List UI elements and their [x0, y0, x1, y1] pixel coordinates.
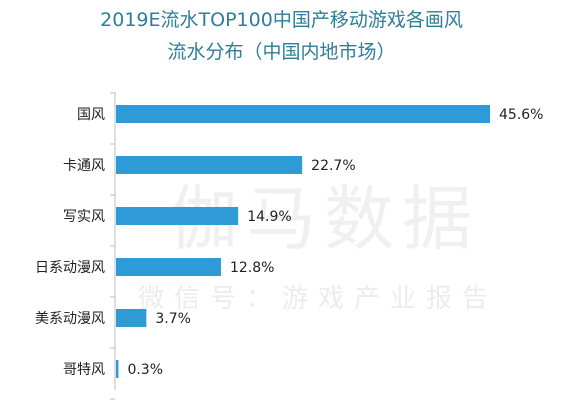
bar: [116, 156, 303, 174]
value-label: 45.6%: [499, 107, 543, 123]
chart-title-line1: 2019E流水TOP100中国产移动游戏各画风: [100, 9, 463, 31]
value-label: 0.3%: [127, 362, 163, 378]
category-label: 哥特风: [63, 362, 105, 378]
chart-title-line2: 流水分布（中国内地市场）: [167, 41, 396, 63]
category-label: 卡通风: [63, 158, 105, 174]
bar: [116, 309, 147, 327]
category-label: 美系动漫风: [35, 311, 105, 327]
bar: [116, 207, 239, 225]
bar: [116, 360, 119, 378]
value-label: 12.8%: [230, 260, 274, 276]
value-label: 14.9%: [247, 209, 291, 225]
bar: [116, 258, 221, 276]
category-label: 国风: [77, 107, 105, 123]
category-label: 写实风: [63, 209, 105, 225]
value-label: 22.7%: [311, 158, 355, 174]
category-label: 日系动漫风: [35, 260, 105, 276]
bar: [116, 105, 490, 123]
value-label: 3.7%: [155, 311, 191, 327]
